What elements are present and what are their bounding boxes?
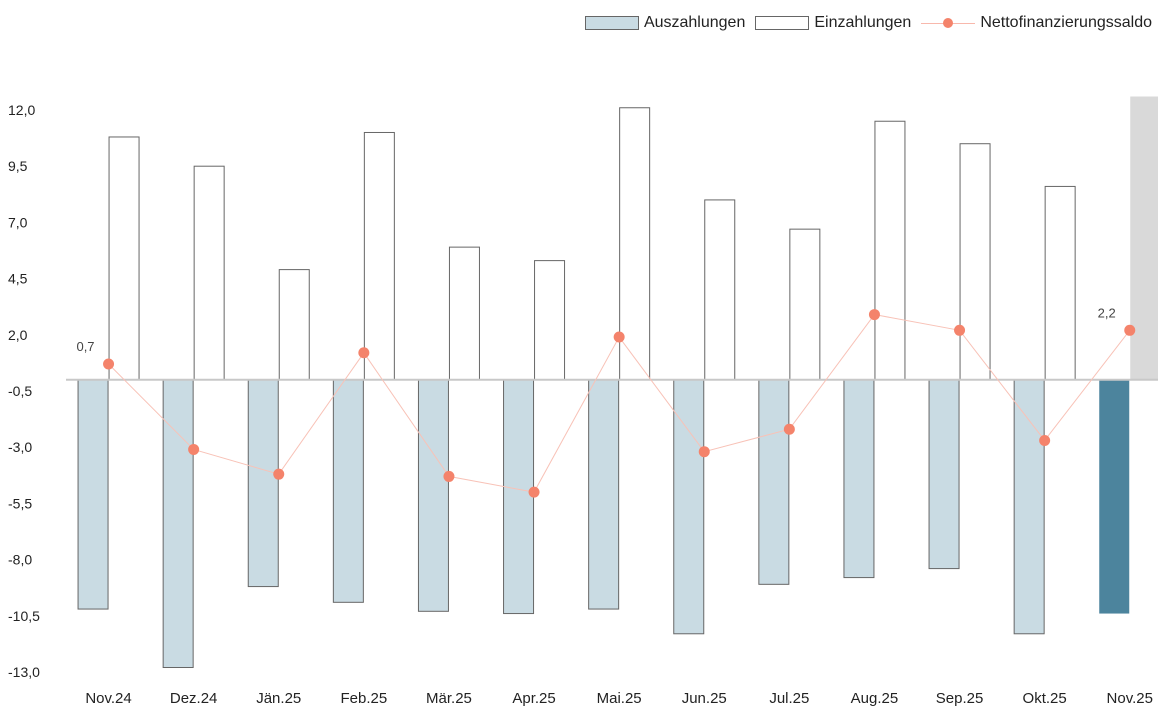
y-tick-label: 12,0: [8, 102, 35, 118]
x-tick-label: Dez.24: [170, 690, 218, 706]
legend-swatch-nettofinanzierungssaldo: [921, 16, 976, 30]
bar-auszahlungen: [162, 379, 194, 669]
bar-einzahlungen: [959, 143, 991, 381]
legend-swatch-auszahlungen: [584, 16, 639, 30]
bar-auszahlungen: [1013, 379, 1045, 635]
x-tick-label: Apr.25: [512, 690, 555, 706]
marker-nettofinanzierungssaldo: [613, 331, 625, 343]
data-label-nettofinanzierungssaldo: 2,2: [1098, 305, 1116, 320]
marker-nettofinanzierungssaldo: [954, 324, 966, 336]
legend-label-nettofinanzierungssaldo: Nettofinanzierungssaldo: [980, 14, 1152, 31]
bar-auszahlungen: [588, 379, 620, 610]
bar-auszahlungen: [332, 379, 364, 603]
x-tick-label: Okt.25: [1023, 690, 1067, 706]
y-tick-label: 7,0: [8, 214, 28, 230]
bar-einzahlungen: [278, 269, 310, 381]
legend-item-auszahlungen: Auszahlungen: [584, 14, 746, 32]
marker-nettofinanzierungssaldo: [1124, 324, 1136, 336]
legend-item-nettofinanzierungssaldo: Nettofinanzierungssaldo: [921, 14, 1152, 32]
marker-nettofinanzierungssaldo: [103, 358, 115, 370]
bar-einzahlungen: [619, 107, 651, 381]
legend-label-einzahlungen: Einzahlungen: [814, 14, 912, 31]
y-tick-label: -5,5: [8, 495, 32, 511]
y-tick-label: -8,0: [8, 552, 32, 568]
bar-auszahlungen: [503, 379, 535, 615]
y-tick-label: -0,5: [8, 383, 32, 399]
marker-nettofinanzierungssaldo: [868, 309, 880, 321]
bar-einzahlungen: [704, 199, 736, 381]
bar-einzahlungen: [193, 165, 225, 381]
bar-einzahlungen: [1130, 96, 1158, 380]
chart-legend: Auszahlungen Einzahlungen Nettofinanzier…: [584, 14, 1152, 32]
x-tick-label: Jul.25: [769, 690, 809, 706]
marker-nettofinanzierungssaldo: [528, 486, 540, 498]
bar-einzahlungen: [789, 228, 821, 381]
x-tick-label: Mär.25: [426, 690, 472, 706]
y-tick-label: -3,0: [8, 439, 32, 455]
marker-nettofinanzierungssaldo: [783, 423, 795, 435]
bar-auszahlungen: [417, 379, 449, 612]
bar-auszahlungen: [77, 379, 109, 610]
bar-auszahlungen: [1099, 379, 1130, 614]
y-tick-label: 9,5: [8, 158, 28, 174]
y-tick-label: -13,0: [8, 664, 40, 680]
x-tick-label: Jun.25: [682, 690, 727, 706]
y-tick-label: 2,0: [8, 327, 28, 343]
y-tick-label: -10,5: [8, 608, 40, 624]
x-tick-label: Feb.25: [340, 690, 387, 706]
bar-auszahlungen: [247, 379, 279, 588]
bar-einzahlungen: [448, 246, 480, 381]
marker-nettofinanzierungssaldo: [1039, 434, 1051, 446]
x-tick-label: Nov.25: [1107, 690, 1153, 706]
marker-nettofinanzierungssaldo: [698, 446, 710, 458]
legend-swatch-einzahlungen: [755, 16, 810, 30]
y-tick-label: 4,5: [8, 271, 28, 287]
x-tick-label: Nov.24: [85, 690, 131, 706]
marker-nettofinanzierungssaldo: [358, 347, 370, 359]
bar-auszahlungen: [673, 379, 705, 635]
bar-einzahlungen: [108, 136, 140, 381]
legend-label-auszahlungen: Auszahlungen: [643, 14, 746, 31]
bar-einzahlungen: [874, 120, 906, 381]
x-tick-label: Mai.25: [597, 690, 642, 706]
bar-einzahlungen: [1044, 185, 1076, 381]
bar-auszahlungen: [843, 379, 875, 579]
marker-nettofinanzierungssaldo: [273, 468, 285, 480]
x-tick-label: Aug.25: [851, 690, 899, 706]
bar-auszahlungen: [928, 379, 960, 570]
bar-einzahlungen: [363, 131, 395, 381]
bar-einzahlungen: [534, 260, 566, 381]
x-tick-label: Sep.25: [936, 690, 984, 706]
legend-item-einzahlungen: Einzahlungen: [755, 14, 911, 32]
data-label-nettofinanzierungssaldo: 0,7: [76, 339, 94, 354]
marker-nettofinanzierungssaldo: [188, 443, 200, 455]
marker-nettofinanzierungssaldo: [443, 470, 455, 482]
bar-auszahlungen: [758, 379, 790, 585]
x-tick-label: Jän.25: [256, 690, 301, 706]
